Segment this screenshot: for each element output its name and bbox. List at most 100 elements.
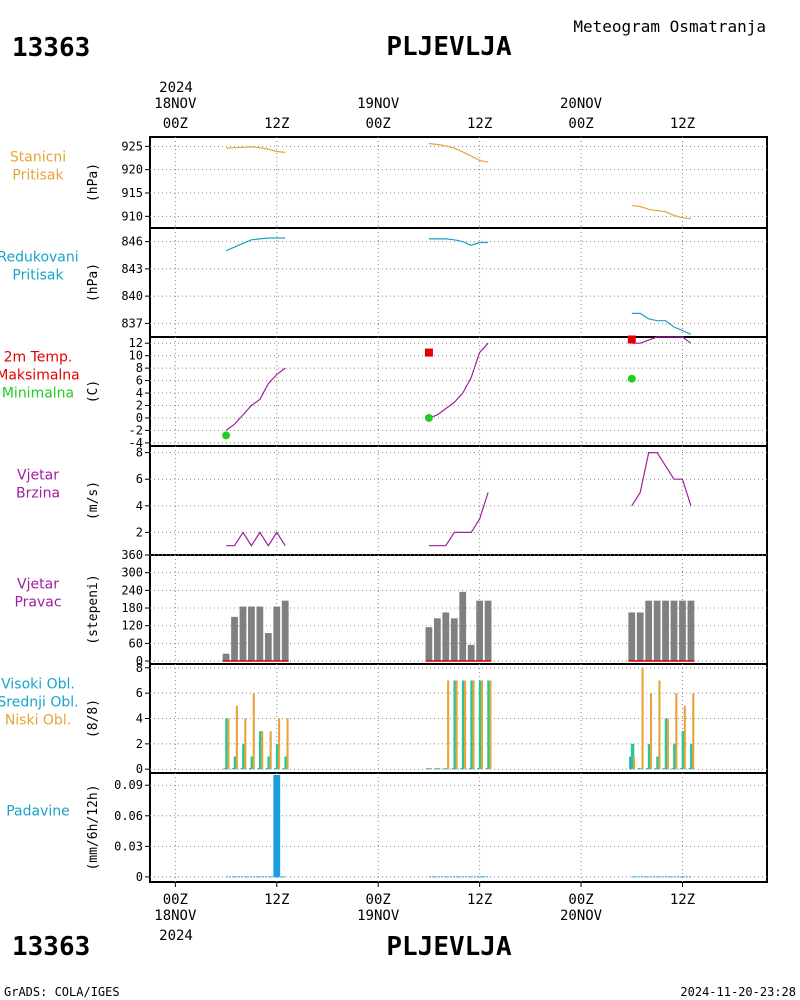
data-bar [450,618,458,662]
cloud-bar-2 [463,680,467,770]
top-hour-label: 12Z [264,116,289,132]
cloud-bar-0 [485,768,488,770]
cloud-bar-1 [233,756,238,770]
panel-label: Niski Obl. [5,713,71,729]
data-bar [433,618,441,662]
data-bar [281,600,289,662]
cloud-bar-2 [666,718,669,770]
y-tick-label: 920 [121,163,143,177]
y-tick-label: 360 [121,548,143,562]
panel-unit-label: (8/8) [86,699,101,738]
bottom-hour-label: 00Z [163,892,188,908]
top-time-axis: 18NOV 00Z 12Z 19NOV 00Z 12Z 20NOV 00Z 12Z [154,96,695,132]
cloud-bar-2 [649,693,653,770]
cloud-bar-1 [225,718,229,770]
cloud-bar-1 [681,731,686,770]
cloud-bar-2 [675,693,678,770]
data-bar [273,775,281,877]
cloud-bar-1 [428,768,432,770]
y-tick-label: 0 [136,411,143,425]
panel-wind_speed: 2 4 6 8 (m/s) Vjetar Brzina [16,445,768,556]
cloud-bar-0 [426,768,429,770]
y-tick-label: 0.09 [114,778,143,792]
panel-label: Pritisak [12,268,64,284]
top-hour-label: 12Z [467,116,492,132]
panel-unit-label: (m/s) [86,481,101,520]
cloud-bar-0 [468,768,471,770]
cloud-bar-1 [478,680,483,770]
panel-unit-label: (C) [86,380,101,403]
y-tick-label: 240 [121,583,143,597]
cloud-bar-2 [692,693,695,770]
cloud-bar-0 [654,768,657,770]
data-bar [239,606,247,662]
y-tick-label: 837 [121,316,143,330]
y-tick-label: -4 [129,436,143,450]
cloud-bar-1 [673,743,677,770]
cloud-bar-1 [259,731,263,770]
panel-frame [149,772,768,883]
cloud-bar-2 [480,680,484,770]
panel-label: Pravac [14,595,61,611]
top-date-label: 20NOV [560,96,603,112]
bottom-hour-label: 12Z [467,892,492,908]
panel-label: Brzina [16,486,60,502]
y-tick-label: 60 [129,636,143,650]
bottom-hour-label: 00Z [366,892,391,908]
y-tick-label: 0.03 [114,839,143,853]
cloud-bar-0 [443,768,446,770]
cloud-bar-1 [630,743,635,770]
bottom-hour-label: 00Z [568,892,593,908]
cloud-bar-1 [275,743,280,770]
credit-label: GrADS: COLA/IGES [4,985,120,999]
cloud-bar-2 [235,705,238,770]
data-bar [653,600,661,662]
y-tick-label: 915 [121,186,143,200]
panel-label: Vjetar [17,577,59,593]
station-name-top: PLJEVLJA [386,32,512,62]
y-tick-label: 4 [136,499,143,513]
data-bar [459,591,467,662]
cloud-bar-0 [679,768,683,770]
panel-wind_direction: 0 60 120 180 240 300 360 (stepeni) Vjetar Pravac [14,548,768,668]
series-line [631,336,692,344]
bottom-year-label: 2024 [159,928,193,944]
bottom-date-label: 19NOV [357,908,400,924]
top-hour-label: 00Z [163,116,188,132]
series-line [428,142,489,163]
y-tick-label: 0 [136,762,143,776]
top-date-label: 19NOV [357,96,400,112]
data-bar [256,606,264,662]
panel-label: Pritisak [12,168,64,184]
cloud-bar-0 [231,768,235,770]
cloud-bar-1 [284,756,288,770]
max-temp-marker [424,348,433,357]
y-tick-label: 8 [136,361,143,375]
series-line [631,312,692,335]
panel-label: Padavine [6,804,70,820]
bottom-date-label: 18NOV [154,908,197,924]
top-date-label: 18NOV [154,96,197,112]
y-tick-label: 6 [136,686,143,700]
cloud-bar-1 [250,756,254,770]
data-bar [425,627,433,662]
cloud-bar-2 [438,768,441,770]
y-tick-label: 2 [136,737,143,751]
cloud-bar-0 [629,756,632,770]
top-hour-label: 00Z [568,116,593,132]
cloud-bar-1 [647,743,652,770]
cloud-bar-0 [451,768,454,770]
y-tick-label: 2 [136,399,143,413]
panel-label: Maksimalna [0,368,80,384]
panel-label: Stanicni [10,150,66,166]
bottom-date-label: 20NOV [560,908,603,924]
series-line [631,452,692,507]
panel-label: Visoki Obl. [1,677,75,693]
y-tick-label: 180 [121,601,143,615]
cloud-bar-0 [688,768,691,770]
y-tick-label: 6 [136,472,143,486]
panel-frame [149,227,768,338]
cloud-bar-2 [286,718,289,770]
cloud-bar-2 [455,680,458,770]
